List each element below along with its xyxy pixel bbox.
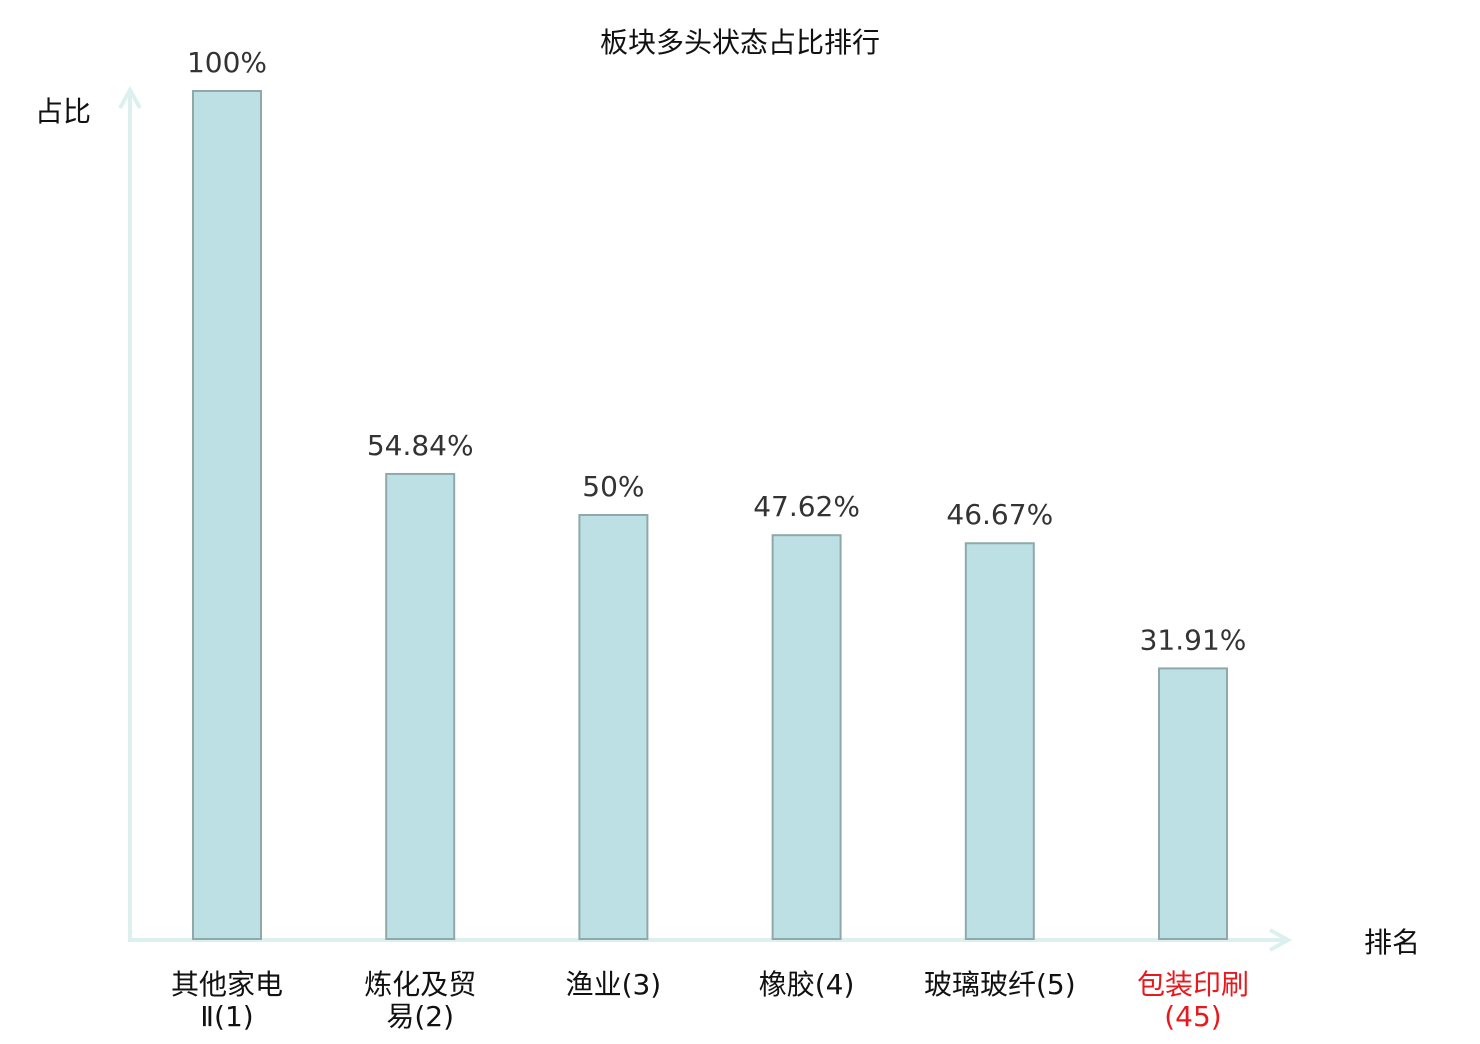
x-tick-label: 其他家电 Ⅱ(1) (171, 968, 283, 1033)
data-label: 47.62% (753, 490, 860, 523)
x-tick-label: 玻璃玻纤(5) (924, 968, 1076, 1001)
data-label: 50% (582, 470, 644, 503)
x-tick-label-line: 包装印刷 (1137, 968, 1249, 1001)
y-axis-label: 占比 (35, 95, 91, 128)
bar (1158, 667, 1228, 940)
bar (192, 90, 262, 940)
bar (771, 534, 842, 940)
x-tick-label: 渔业(3) (566, 968, 662, 1001)
bars (192, 90, 1228, 940)
x-tick-label-line: 易(2) (386, 1000, 454, 1033)
x-axis-arrow-icon (1269, 928, 1293, 952)
bar (578, 514, 649, 940)
x-tick-label: 炼化及贸易(2) (364, 968, 476, 1033)
x-tick-label-line: (45) (1164, 1000, 1221, 1033)
data-label: 31.91% (1140, 623, 1247, 656)
x-tick-label-line: 炼化及贸 (364, 968, 476, 1001)
bar (385, 472, 456, 940)
x-axis-label: 排名 (1364, 926, 1420, 959)
bar (964, 542, 1035, 940)
chart-title: 板块多头状态占比排行 (600, 26, 880, 59)
x-tick-label-line: 其他家电 (171, 968, 283, 1001)
data-label: 46.67% (946, 498, 1053, 531)
axes (118, 85, 1293, 952)
data-label: 54.84% (367, 429, 474, 462)
labels: 100% 其他家电 Ⅱ(1) 54.84% 炼化及贸易(2) 50% 渔业(3) 47.62%… (171, 46, 1249, 1033)
data-label: 100% (187, 46, 267, 79)
x-tick-label: 包装印刷(45) (1137, 968, 1249, 1033)
x-tick-label: 橡胶(4) (759, 968, 855, 1001)
x-tick-label-line: Ⅱ(1) (200, 1000, 253, 1033)
y-axis-arrow-icon (118, 85, 142, 109)
